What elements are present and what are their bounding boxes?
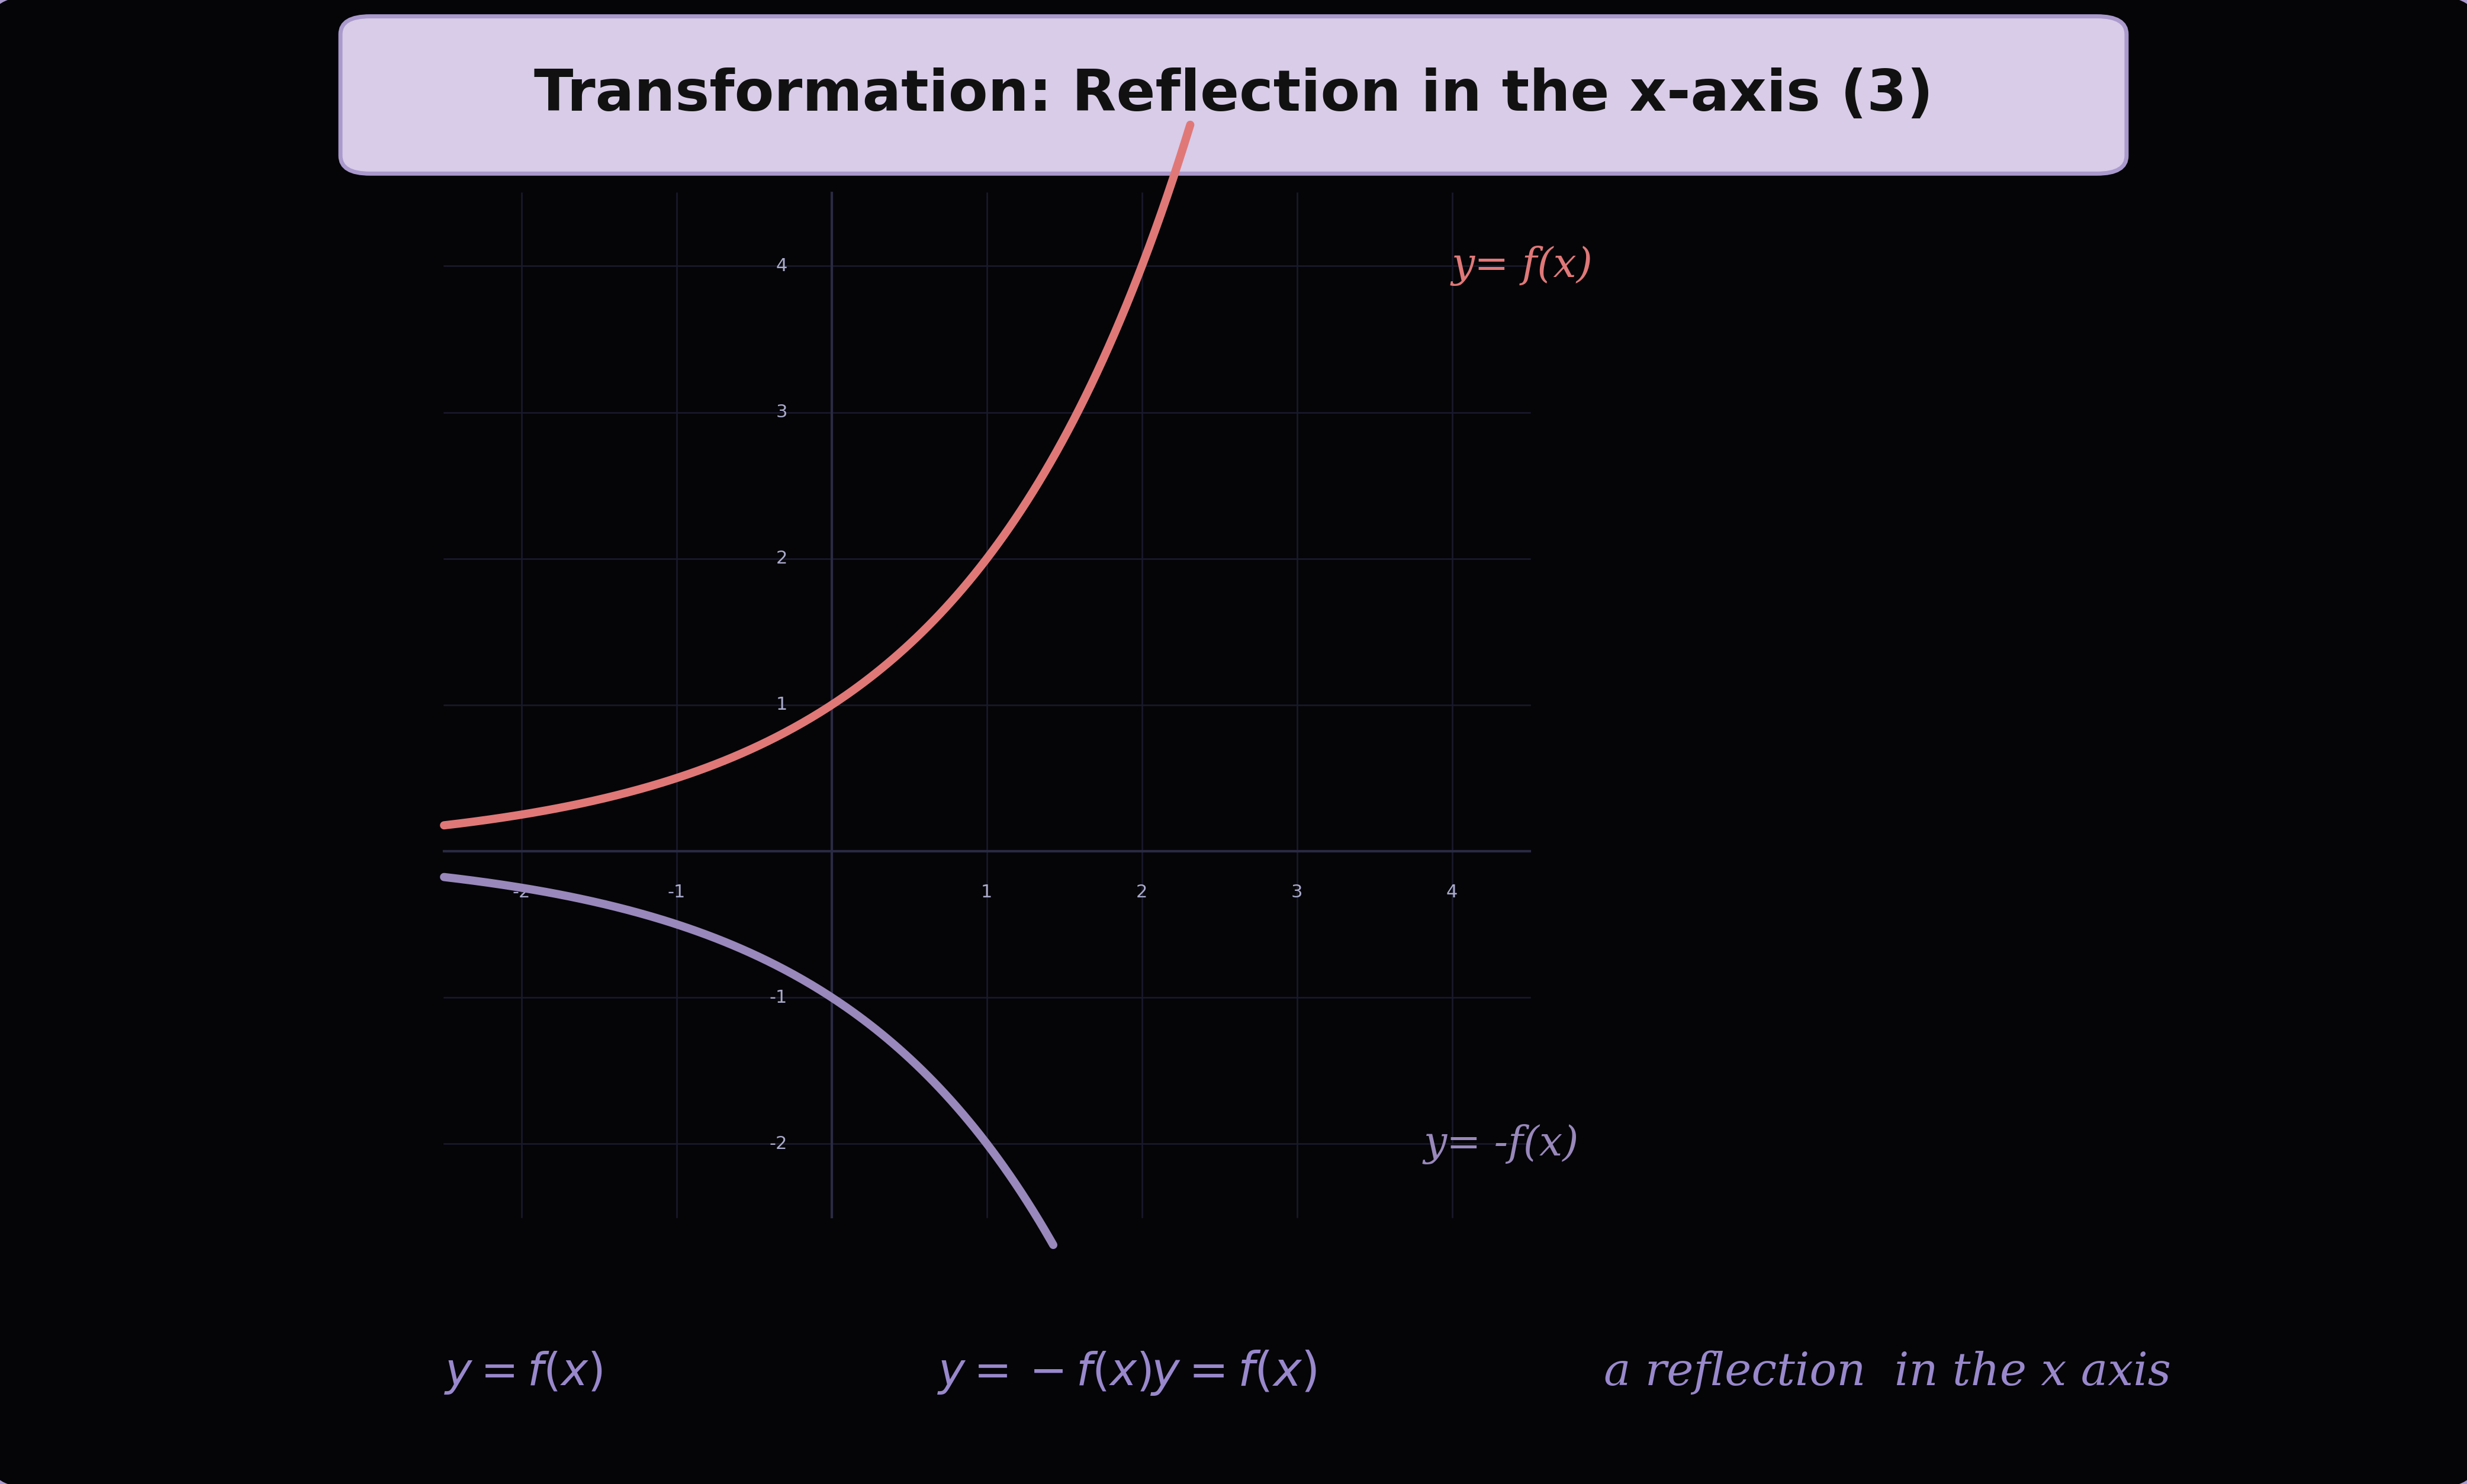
Text: Transformation: Reflection in the x-axis (3): Transformation: Reflection in the x-axis… [533, 67, 1934, 123]
Text: -1: -1 [669, 884, 686, 901]
Text: y= -f(x): y= -f(x) [1423, 1123, 1579, 1165]
Text: -2: -2 [513, 884, 530, 901]
Text: 2: 2 [775, 551, 787, 567]
Text: y= f(x): y= f(x) [1451, 245, 1594, 286]
Text: -2: -2 [770, 1135, 787, 1152]
Text: 4: 4 [775, 258, 787, 275]
Text: 1: 1 [982, 884, 992, 901]
Text: 3: 3 [1290, 884, 1303, 901]
Text: -1: -1 [770, 988, 787, 1006]
Text: a reflection  in the x axis: a reflection in the x axis [1604, 1350, 2171, 1395]
Text: $y = -f(x)$: $y = -f(x)$ [937, 1349, 1152, 1396]
Text: 3: 3 [775, 404, 787, 421]
Text: 1: 1 [775, 696, 787, 714]
FancyBboxPatch shape [340, 16, 2127, 174]
Text: 4: 4 [1446, 884, 1458, 901]
Text: $y = f(x)$: $y = f(x)$ [444, 1349, 602, 1396]
Text: $y = f(x)$: $y = f(x)$ [1150, 1349, 1317, 1396]
Text: 2: 2 [1137, 884, 1147, 901]
